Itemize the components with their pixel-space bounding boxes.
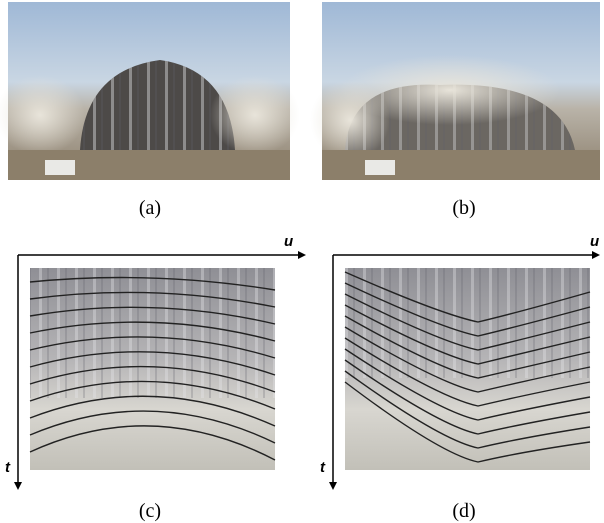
curve — [29, 395, 276, 427]
curve — [344, 282, 591, 337]
curve — [344, 337, 591, 407]
photo-b — [310, 2, 600, 180]
curve — [344, 326, 591, 393]
curve — [29, 276, 276, 291]
curve — [29, 291, 276, 308]
curve — [344, 293, 591, 351]
curve — [344, 271, 591, 323]
curve — [344, 359, 591, 435]
curve — [29, 425, 276, 461]
axis-label: t — [320, 459, 326, 476]
axis-label: u — [284, 233, 293, 250]
curves — [29, 276, 276, 461]
axes — [332, 254, 592, 482]
caption: (c) — [139, 500, 161, 522]
curve — [29, 351, 276, 376]
curve — [29, 321, 276, 342]
axis-label: t — [5, 459, 11, 476]
curve — [344, 370, 591, 449]
caption: (b) — [452, 197, 475, 219]
curve — [29, 365, 276, 393]
curve — [344, 381, 591, 463]
caption: (d) — [452, 500, 475, 522]
curve — [29, 306, 276, 325]
curve — [344, 348, 591, 421]
curves — [344, 271, 591, 463]
streaks — [30, 268, 275, 398]
streaks — [345, 268, 590, 378]
curve — [29, 336, 276, 359]
curve — [29, 380, 276, 410]
caption: (a) — [139, 197, 161, 219]
curve — [344, 315, 591, 379]
axes — [17, 254, 298, 482]
curve — [344, 304, 591, 365]
curve — [29, 410, 276, 444]
photo-a — [0, 2, 300, 180]
axis-label: u — [590, 233, 599, 250]
